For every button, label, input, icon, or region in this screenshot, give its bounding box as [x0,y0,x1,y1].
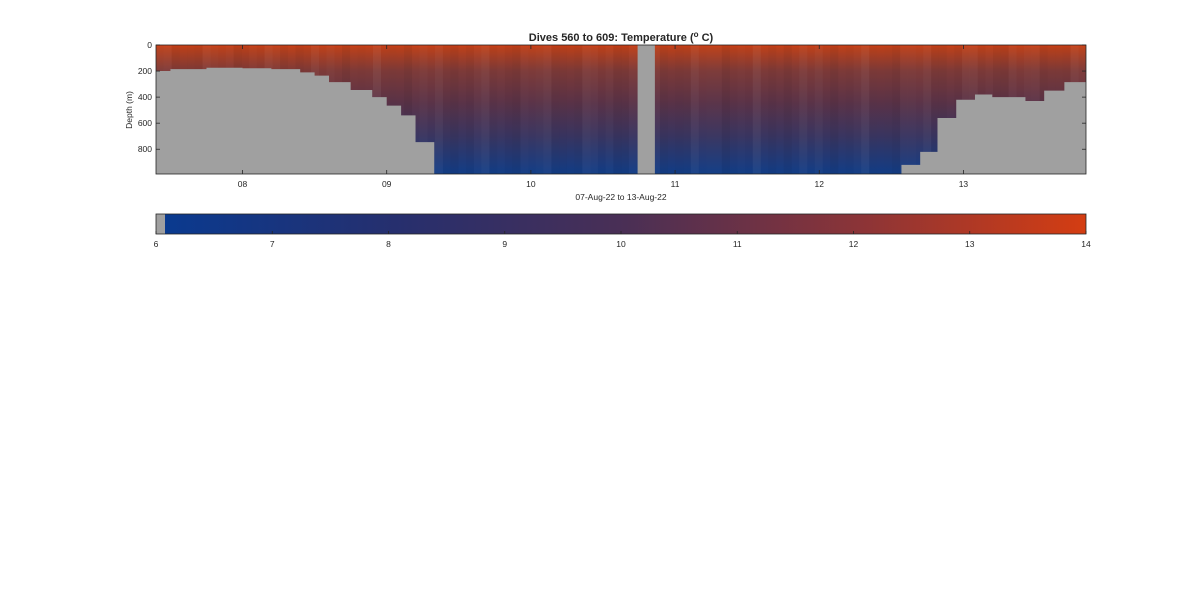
dive-band [714,45,722,174]
dive-band [799,45,807,174]
data-gap-region [637,45,655,174]
dive-band [761,45,769,174]
x-tick-label: 13 [959,179,969,189]
dive-band [443,45,451,174]
dive-band [846,45,854,174]
colorbar-ticks: 6 7 8 9 10 11 12 13 14 [154,231,1091,249]
colorbar-tick-label: 6 [154,239,159,249]
dive-band [559,45,567,174]
dive-band [830,45,839,174]
below-dive-depth-region [156,67,1086,174]
dive-band [699,45,707,174]
dive-band [885,45,893,174]
colorbar-tick-label: 7 [270,239,275,249]
dive-band [590,45,598,174]
x-axis-label: 07-Aug-22 to 13-Aug-22 [575,192,666,202]
y-axis-ticks: 0 200 400 600 800 [138,40,1086,154]
dive-band [683,45,691,174]
dive-band [474,45,482,174]
dive-band [575,45,583,174]
temperature-section-axes: 08 09 10 11 12 13 0 200 400 600 800 Dives 560 to … [124,30,1087,202]
x-axis-ticks: 08 09 10 11 12 13 [238,45,969,189]
colorbar-no-data-swatch [156,214,165,234]
dive-band [792,45,800,174]
y-tick-label: 200 [138,66,152,76]
dive-band [466,45,474,174]
chart-title-superscript: o [694,30,699,39]
dive-band [435,45,443,174]
colorbar-tick-label: 9 [502,239,507,249]
x-tick-label: 11 [671,179,680,189]
colorbar-tick-label: 13 [965,239,975,249]
colorbar-tick-label: 10 [616,239,626,249]
no-data-regions [156,45,1086,174]
dive-band [629,45,637,174]
dive-band [675,45,683,174]
dive-band [451,45,459,174]
dive-band [690,45,699,174]
dive-band [823,45,831,174]
dive-band [528,45,536,174]
dive-band [598,45,606,174]
dive-band [838,45,846,174]
dive-band [544,45,552,174]
dive-band [613,45,621,174]
y-axis-label: Depth (m) [124,91,134,129]
dive-band [892,45,901,174]
dive-band [497,45,505,174]
dive-band [745,45,753,174]
dive-band [582,45,590,174]
y-tick-label: 600 [138,118,152,128]
dive-band [489,45,497,174]
colorbar-tick-label: 14 [1081,239,1091,249]
dive-band [512,45,521,174]
dive-band [458,45,466,174]
dive-band [621,45,629,174]
colorbar-gradient-bar [165,214,1086,234]
dive-band [807,45,815,174]
dive-band [520,45,528,174]
dive-band [869,45,877,174]
dive-band [861,45,870,174]
dive-band [721,45,730,174]
dive-band [752,45,761,174]
chart-title-end: C) [699,32,714,44]
dive-band [768,45,776,174]
y-tick-label: 0 [147,40,152,50]
colorbar-tick-label: 12 [849,239,859,249]
dive-band [854,45,862,174]
colorbar-tick-label: 11 [733,239,742,249]
colorbar: 6 7 8 9 10 11 12 13 14 [154,213,1091,249]
dive-band [815,45,823,174]
dive-band [737,45,745,174]
y-tick-label: 800 [138,144,152,154]
x-tick-label: 08 [238,179,248,189]
colorbar-tick-label: 8 [386,239,391,249]
dive-band [536,45,544,174]
dive-band [551,45,559,174]
chart-title: Dives 560 to 609: Temperature (o C) [529,30,714,44]
dive-band [783,45,792,174]
dive-band [706,45,714,174]
dive-band [877,45,885,174]
x-tick-label: 12 [815,179,825,189]
y-tick-label: 400 [138,92,152,102]
dive-band [404,45,413,174]
chart-title-main: Dives 560 to 609: Temperature ( [529,32,694,44]
x-tick-label: 10 [526,179,536,189]
x-tick-label: 09 [382,179,392,189]
dive-band [505,45,513,174]
dive-band [606,45,614,174]
dive-band [660,45,668,174]
dive-band [900,45,908,174]
dive-band [567,45,575,174]
dive-band [730,45,738,174]
dive-band [908,45,916,174]
dive-band [776,45,784,174]
dive-band [668,45,676,174]
plot-frame [155,44,1087,175]
dive-band [481,45,490,174]
